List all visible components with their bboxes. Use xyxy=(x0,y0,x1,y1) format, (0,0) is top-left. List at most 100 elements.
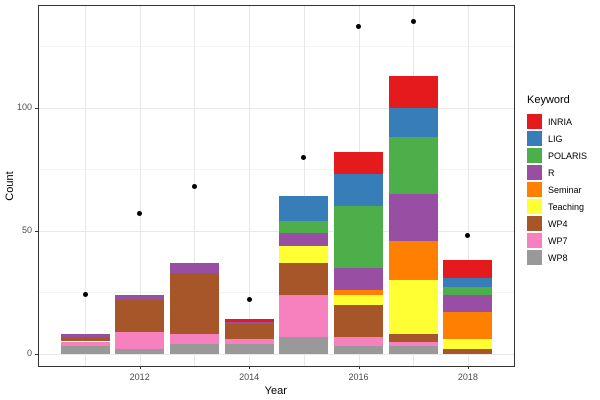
legend-key-wp8 xyxy=(527,250,542,265)
h-gridline-minor xyxy=(38,46,514,48)
legend-item-lig: LIG xyxy=(527,130,587,147)
bar-segment-r-2011 xyxy=(60,334,110,337)
legend-key-inria xyxy=(527,114,542,129)
legend-label: Seminar xyxy=(548,184,582,195)
legend-label: Teaching xyxy=(548,201,585,212)
legend-items: INRIA LIG POLARIS R Seminar Teaching WP4 WP7 WP8 xyxy=(527,113,587,266)
bar-segment-wp7-2011 xyxy=(60,341,110,347)
y-axis-tick xyxy=(34,353,38,355)
legend: Keyword INRIA LIG POLARIS R Seminar Teaching W… xyxy=(527,94,587,266)
legend-label: WP7 xyxy=(548,235,568,246)
bar-segment-r-2014 xyxy=(224,321,274,325)
legend-label: WP4 xyxy=(548,218,568,229)
bar-segment-wp8-2017 xyxy=(388,346,438,354)
bar-segment-r-2013 xyxy=(169,262,219,273)
bar-segment-wp4-2017 xyxy=(388,334,438,342)
data-point-2011 xyxy=(82,292,88,298)
bar-segment-wp4-2014 xyxy=(224,324,274,340)
bar-segment-wp4-2012 xyxy=(115,299,165,332)
bar-segment-r-2017 xyxy=(388,193,438,241)
x-axis-tick xyxy=(467,366,469,369)
bar-segment-wp4-2013 xyxy=(169,272,219,335)
bar-segment-polaris-2016 xyxy=(334,206,383,268)
legend-key-r xyxy=(527,165,542,180)
bar-segment-teaching-2015 xyxy=(279,245,329,263)
legend-item-seminar: Seminar xyxy=(527,181,587,198)
bar-segment-wp7-2014 xyxy=(224,339,274,344)
bar-segment-lig-2018 xyxy=(443,277,493,288)
x-axis-tick-label: 2012 xyxy=(129,372,150,382)
bar-segment-wp8-2015 xyxy=(279,336,329,354)
v-gridline xyxy=(139,5,141,366)
bar-segment-r-2012 xyxy=(115,294,165,300)
h-gridline-minor xyxy=(38,169,514,171)
legend-label: INRIA xyxy=(548,116,573,127)
v-gridline xyxy=(249,5,251,366)
bar-segment-r-2015 xyxy=(279,233,329,246)
bar-segment-teaching-2018 xyxy=(443,339,493,349)
v-gridline xyxy=(85,5,86,366)
bar-segment-inria-2018 xyxy=(443,260,493,278)
y-axis-tick-label: 100 xyxy=(16,102,32,113)
y-axis-tick-label: 0 xyxy=(26,348,32,359)
data-point-2014 xyxy=(246,297,252,303)
legend-item-wp7: WP7 xyxy=(527,232,587,249)
bar-segment-wp7-2017 xyxy=(388,341,438,347)
bar-segment-wp4-2016 xyxy=(334,304,383,337)
bar-segment-polaris-2018 xyxy=(443,287,493,295)
x-axis-tick xyxy=(139,366,141,369)
data-point-2017 xyxy=(410,19,416,25)
bar-segment-inria-2017 xyxy=(388,75,438,108)
bar-segment-r-2016 xyxy=(334,267,383,290)
bar-segment-wp8-2012 xyxy=(115,348,165,354)
bar-segment-wp4-2015 xyxy=(279,262,329,295)
x-axis-tick xyxy=(249,366,251,369)
bar-segment-r-2018 xyxy=(443,294,493,312)
bar-segment-lig-2016 xyxy=(334,174,383,207)
h-gridline-minor xyxy=(38,292,514,294)
x-axis-tick-label: 2018 xyxy=(457,372,478,382)
legend-key-teaching xyxy=(527,199,542,214)
legend-key-lig xyxy=(527,131,542,146)
bar-segment-wp8-2011 xyxy=(60,346,110,354)
y-axis-title: Count xyxy=(4,171,16,201)
bar-segment-lig-2017 xyxy=(388,107,438,138)
v-gridline xyxy=(303,5,305,366)
bar-segment-wp4-2011 xyxy=(60,336,110,342)
bar-segment-wp8-2013 xyxy=(169,343,219,354)
bar-segment-lig-2015 xyxy=(279,196,329,221)
legend-key-seminar xyxy=(527,182,542,197)
bar-segment-inria-2016 xyxy=(334,152,383,175)
bar-segment-wp7-2015 xyxy=(279,294,329,337)
data-point-2012 xyxy=(137,211,143,217)
legend-key-wp7 xyxy=(527,233,542,248)
bar-segment-wp7-2013 xyxy=(169,334,219,344)
x-axis-title: Year xyxy=(264,385,287,397)
data-point-2015 xyxy=(301,154,307,160)
legend-key-wp4 xyxy=(527,216,542,231)
legend-label: WP8 xyxy=(548,252,568,263)
h-gridline-major xyxy=(38,353,514,355)
v-gridline xyxy=(467,5,469,366)
bar-segment-wp8-2016 xyxy=(334,346,383,354)
legend-label: POLARIS xyxy=(548,150,588,161)
data-point-2018 xyxy=(465,233,471,239)
h-gridline-major xyxy=(38,230,514,232)
bar-segment-polaris-2017 xyxy=(388,137,438,194)
legend-item-wp4: WP4 xyxy=(527,215,587,232)
x-axis-tick-label: 2016 xyxy=(348,372,369,382)
legend-key-polaris xyxy=(527,148,542,163)
legend-item-polaris: POLARIS xyxy=(527,147,587,164)
y-axis-tick xyxy=(34,230,38,232)
legend-label: R xyxy=(548,167,555,178)
y-axis-tick-label: 50 xyxy=(21,225,32,236)
legend-item-r: R xyxy=(527,164,587,181)
x-axis-tick-label: 2014 xyxy=(239,372,260,382)
legend-item-teaching: Teaching xyxy=(527,198,587,215)
legend-item-inria: INRIA xyxy=(527,113,587,130)
y-axis-tick xyxy=(34,107,38,109)
bar-segment-wp4-2018 xyxy=(443,348,493,354)
bar-segment-seminar-2017 xyxy=(388,240,438,281)
bar-segment-wp8-2014 xyxy=(224,343,274,354)
bar-segment-seminar-2018 xyxy=(443,311,493,340)
